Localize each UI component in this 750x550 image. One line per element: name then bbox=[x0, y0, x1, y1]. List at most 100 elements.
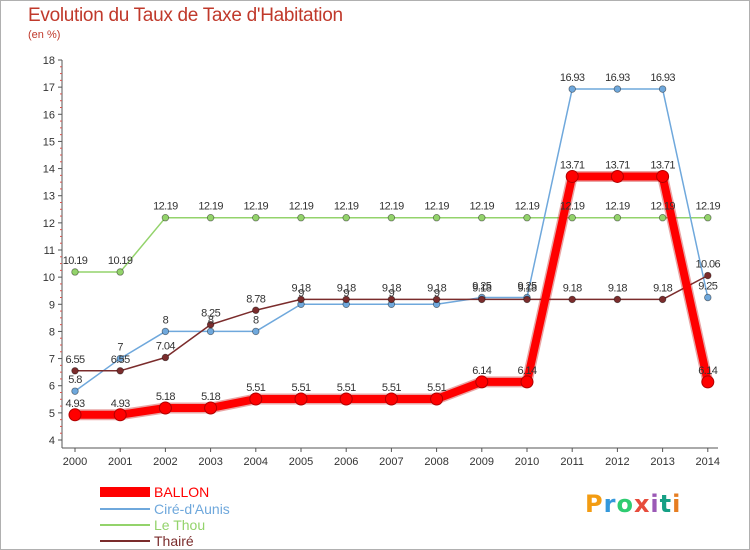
data-label: 13.71 bbox=[650, 159, 675, 171]
series-line bbox=[75, 216, 708, 273]
y-tick-label: 15 bbox=[43, 136, 55, 148]
data-point bbox=[252, 306, 260, 314]
data-point bbox=[206, 320, 215, 329]
data-point bbox=[704, 293, 712, 302]
data-point bbox=[339, 392, 353, 406]
data-label: 12.19 bbox=[198, 201, 223, 213]
data-label: 13.71 bbox=[605, 159, 630, 171]
data-point bbox=[478, 295, 486, 304]
series-layer bbox=[68, 85, 715, 422]
data-point bbox=[704, 271, 712, 280]
series-thair- bbox=[71, 271, 712, 375]
chart-title: Evolution du Taux de Taxe d'Habitation bbox=[28, 5, 343, 26]
y-tick-label: 12 bbox=[43, 218, 55, 230]
data-label: 7 bbox=[117, 342, 123, 354]
data-point bbox=[297, 295, 305, 304]
data-label: 9.18 bbox=[653, 282, 672, 294]
data-label: 5.51 bbox=[246, 382, 265, 394]
data-point bbox=[249, 392, 263, 406]
logo-letter: o bbox=[616, 490, 634, 518]
data-label: 12.19 bbox=[560, 201, 585, 213]
data-label: 6.14 bbox=[472, 365, 491, 377]
legend-label: BALLON bbox=[154, 484, 209, 500]
data-point bbox=[613, 213, 622, 222]
y-tick-label: 14 bbox=[43, 164, 55, 176]
data-point bbox=[704, 213, 712, 222]
data-label: 6.14 bbox=[698, 365, 717, 377]
data-label: 8 bbox=[208, 314, 214, 326]
data-label: 5.51 bbox=[291, 382, 310, 394]
data-label: 12.19 bbox=[153, 201, 178, 213]
data-point bbox=[478, 213, 486, 222]
data-point bbox=[113, 408, 127, 422]
data-point bbox=[206, 213, 215, 222]
data-label: 9 bbox=[298, 287, 304, 299]
data-point bbox=[158, 401, 172, 415]
x-tick-label: 2014 bbox=[696, 456, 720, 468]
data-label: 9.18 bbox=[608, 282, 627, 294]
data-label: 6.55 bbox=[111, 354, 130, 366]
logo-letter: r bbox=[603, 490, 617, 518]
x-tick-label: 2000 bbox=[63, 456, 87, 468]
data-point bbox=[294, 392, 308, 406]
data-point bbox=[432, 213, 441, 222]
y-tick-label: 18 bbox=[43, 55, 55, 67]
data-point bbox=[565, 169, 579, 183]
data-label: 9.18 bbox=[291, 282, 310, 294]
data-point bbox=[568, 295, 576, 304]
data-label: 16.93 bbox=[650, 72, 675, 84]
y-tick-label: 7 bbox=[49, 354, 55, 366]
data-label: 4.93 bbox=[65, 398, 84, 410]
data-label: 9.25 bbox=[472, 281, 491, 293]
series-cir-d-aunis bbox=[71, 85, 712, 395]
data-point bbox=[523, 213, 531, 222]
data-point bbox=[68, 408, 82, 422]
y-tick-label: 16 bbox=[43, 109, 55, 121]
series-ballon bbox=[68, 169, 715, 422]
legend-label: Le Thou bbox=[154, 517, 205, 533]
series-le-thou bbox=[71, 213, 712, 276]
data-point bbox=[658, 213, 667, 222]
data-point bbox=[116, 367, 124, 375]
data-point bbox=[252, 213, 260, 222]
y-tick-label: 11 bbox=[44, 245, 55, 257]
data-label: 4.93 bbox=[111, 398, 130, 410]
data-point bbox=[297, 213, 305, 222]
data-point bbox=[161, 213, 170, 222]
x-tick-label: 2011 bbox=[560, 456, 584, 468]
data-point bbox=[568, 85, 576, 93]
data-point bbox=[701, 375, 715, 389]
data-point bbox=[656, 169, 670, 183]
proxiti-logo: Proxiti bbox=[585, 490, 681, 518]
data-point bbox=[384, 392, 398, 406]
data-point bbox=[342, 213, 350, 222]
data-point bbox=[613, 85, 622, 93]
data-point bbox=[568, 213, 576, 222]
data-point bbox=[523, 295, 531, 304]
data-label: 8.25 bbox=[201, 308, 220, 320]
data-point bbox=[658, 295, 667, 304]
data-label: 9.18 bbox=[472, 282, 491, 294]
data-point bbox=[71, 367, 79, 375]
y-tick-label: 5 bbox=[49, 408, 55, 420]
chart-unit-label: (en %) bbox=[28, 29, 61, 41]
data-label: 12.19 bbox=[605, 201, 630, 213]
data-label: 12.19 bbox=[379, 201, 404, 213]
data-point bbox=[613, 295, 622, 304]
data-label: 10.06 bbox=[696, 259, 721, 271]
x-tick-label: 2002 bbox=[153, 456, 177, 468]
logo-letter: i bbox=[672, 490, 682, 518]
x-tick-label: 2010 bbox=[515, 456, 539, 468]
x-tick-label: 2001 bbox=[108, 456, 132, 468]
y-tick-label: 6 bbox=[49, 381, 55, 393]
x-tick-label: 2005 bbox=[289, 456, 313, 468]
x-tick-label: 2003 bbox=[198, 456, 222, 468]
data-label: 12.19 bbox=[650, 201, 675, 213]
legend-swatch bbox=[100, 487, 150, 497]
logo-letter: t bbox=[659, 490, 673, 518]
y-tick-label: 8 bbox=[49, 326, 55, 338]
data-label: 10.19 bbox=[63, 255, 88, 267]
